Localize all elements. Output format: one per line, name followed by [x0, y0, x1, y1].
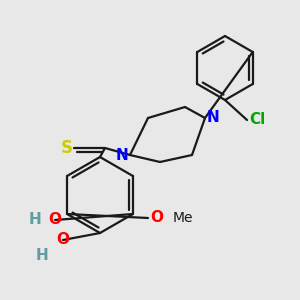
Text: O: O — [56, 232, 70, 247]
Text: S: S — [61, 139, 73, 157]
Text: N: N — [115, 148, 128, 163]
Text: O: O — [150, 211, 163, 226]
Text: O: O — [49, 212, 62, 227]
Text: Me: Me — [173, 211, 194, 225]
Text: H: H — [28, 212, 41, 227]
Text: H: H — [36, 248, 48, 263]
Text: N: N — [207, 110, 220, 125]
Text: Cl: Cl — [249, 112, 265, 128]
